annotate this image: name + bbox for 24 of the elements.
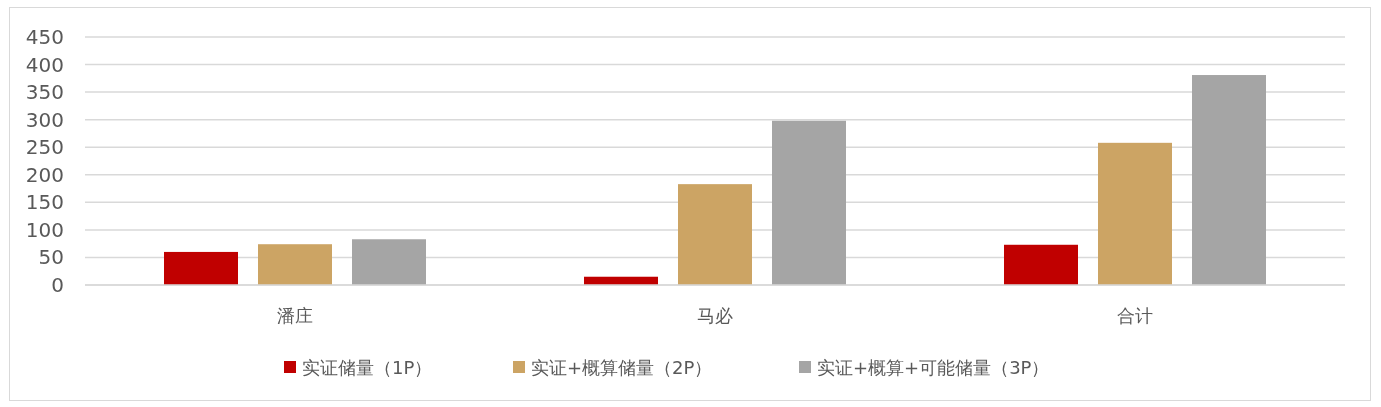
y-tick-label: 250 (25, 135, 64, 160)
bar (258, 244, 332, 285)
bar (1098, 142, 1172, 285)
bar (164, 251, 238, 285)
x-tick-label: 潘庄 (277, 305, 313, 326)
y-tick-label: 150 (25, 190, 64, 215)
bar (352, 239, 426, 285)
y-tick-label: 450 (25, 25, 64, 49)
legend-label: 实证储量（1P） (302, 357, 433, 378)
y-tick-label: 0 (51, 273, 64, 297)
y-tick-label: 400 (25, 52, 64, 77)
bar (678, 184, 752, 285)
x-tick-label: 合计 (1117, 305, 1153, 326)
x-tick-label: 马必 (697, 305, 733, 326)
bar (1192, 75, 1266, 285)
y-tick-label: 350 (25, 80, 64, 105)
y-tick-label: 300 (25, 107, 64, 132)
y-tick-label: 50 (38, 245, 64, 270)
legend-label: 实证+概算储量（2P） (531, 357, 713, 378)
y-tick-label: 200 (25, 162, 64, 187)
bar (772, 120, 846, 285)
bar (1004, 244, 1078, 285)
y-tick-label: 100 (25, 217, 64, 242)
legend-label: 实证+概算+可能储量（3P） (817, 357, 1050, 378)
